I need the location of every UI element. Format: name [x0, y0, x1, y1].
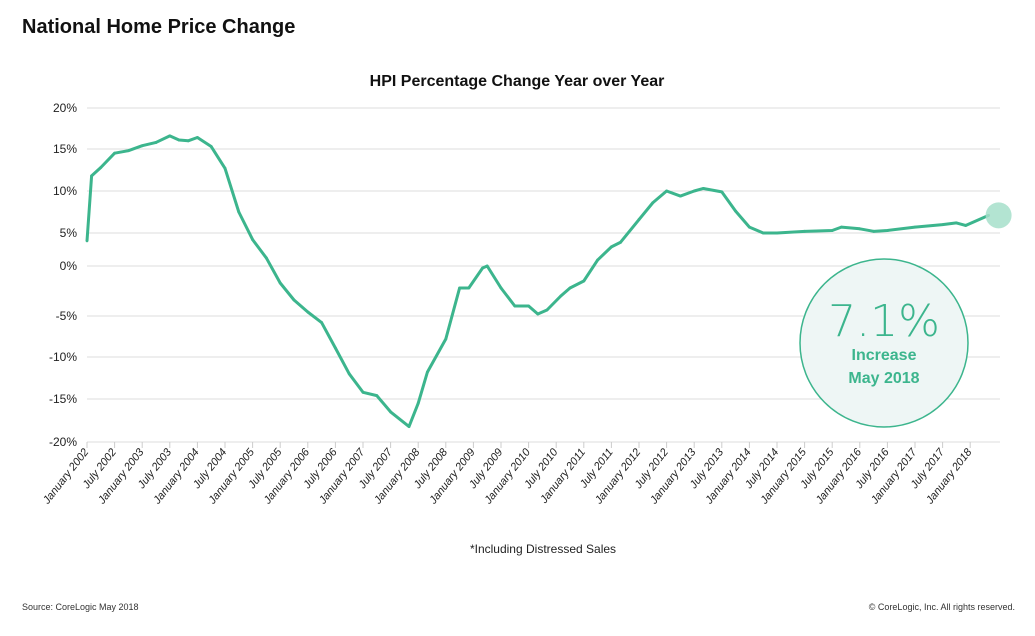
- data-point: [610, 245, 613, 249]
- callout-circle: [799, 258, 969, 428]
- data-point: [177, 138, 181, 142]
- data-point: [872, 229, 875, 233]
- data-point: [559, 294, 563, 298]
- data-point: [444, 337, 448, 341]
- latest-point-marker: [985, 202, 1012, 229]
- copyright-note: © CoreLogic, Inc. All rights reserved.: [868, 602, 1015, 612]
- data-point: [265, 256, 268, 260]
- data-point: [113, 151, 116, 155]
- data-point: [251, 238, 255, 242]
- data-point: [85, 239, 89, 243]
- data-point: [186, 139, 190, 143]
- y-tick-label: -20%: [49, 435, 77, 449]
- data-point: [513, 304, 517, 308]
- x-tick-label: January 2002: [40, 446, 91, 507]
- callout-line1: Increase: [852, 347, 917, 364]
- data-point: [209, 145, 213, 148]
- y-tick-label: 15%: [53, 142, 77, 156]
- data-point: [196, 136, 199, 139]
- data-point: [955, 221, 958, 225]
- data-point: [99, 166, 103, 169]
- data-point: [761, 231, 765, 235]
- y-tick-label: 10%: [53, 184, 77, 198]
- data-point: [306, 310, 310, 314]
- chart-note: *Including Distressed Sales: [470, 542, 616, 556]
- source-note: Source: CoreLogic May 2018: [22, 602, 139, 612]
- series: [85, 134, 1012, 429]
- data-point: [748, 225, 751, 229]
- data-point: [347, 372, 351, 376]
- data-point: [527, 304, 530, 308]
- y-axis: 20% 15% 10% 5% 0% -5% -10% -15% -20%: [49, 101, 77, 449]
- data-point: [485, 264, 489, 268]
- data-point: [596, 258, 599, 262]
- data-point: [467, 286, 471, 290]
- data-point: [886, 229, 889, 232]
- data-point: [637, 218, 641, 221]
- data-point: [407, 425, 411, 428]
- callout-badge: 7.1% Increase May 2018: [799, 258, 969, 428]
- data-point: [941, 223, 944, 227]
- y-tick-label: 20%: [53, 101, 77, 115]
- data-point: [964, 224, 967, 227]
- data-point: [651, 201, 655, 205]
- y-tick-label: -15%: [49, 392, 77, 406]
- data-point: [913, 225, 917, 229]
- data-point: [830, 229, 834, 232]
- data-point: [720, 190, 724, 194]
- data-point: [858, 227, 862, 231]
- data-point: [692, 189, 696, 193]
- data-point: [126, 149, 130, 153]
- data-point: [840, 225, 843, 229]
- data-point: [545, 308, 549, 312]
- data-point: [679, 194, 682, 198]
- data-point: [361, 390, 365, 394]
- data-point: [568, 286, 572, 290]
- data-point: [154, 141, 158, 144]
- data-point: [775, 231, 779, 235]
- data-point: [389, 410, 392, 414]
- data-point: [168, 134, 172, 138]
- data-point: [90, 174, 93, 178]
- data-point: [223, 166, 227, 170]
- data-point: [416, 401, 420, 405]
- data-point: [237, 210, 241, 214]
- hpi-series-line: [85, 134, 990, 429]
- data-point: [426, 370, 429, 374]
- callout-value: 7.1%: [828, 296, 940, 347]
- data-point: [140, 144, 144, 148]
- data-point: [458, 286, 461, 290]
- data-point: [734, 209, 737, 213]
- data-point: [481, 266, 484, 270]
- y-tick-label: -5%: [56, 309, 78, 323]
- data-point: [375, 394, 379, 398]
- data-point: [292, 298, 296, 302]
- data-point: [619, 240, 622, 244]
- data-point: [536, 312, 540, 316]
- y-tick-label: -10%: [49, 350, 77, 364]
- chart-title: HPI Percentage Change Year over Year: [370, 73, 665, 90]
- data-point: [665, 189, 668, 193]
- data-point: [499, 286, 503, 290]
- data-point: [334, 346, 337, 350]
- data-point: [702, 187, 705, 190]
- callout-line2: May 2018: [848, 370, 919, 387]
- data-point: [278, 281, 282, 285]
- y-tick-label: 5%: [60, 226, 78, 240]
- data-point: [582, 279, 586, 283]
- data-point: [320, 321, 323, 324]
- data-point: [803, 229, 806, 233]
- y-tick-label: 0%: [60, 259, 78, 273]
- page-title: National Home Price Change: [22, 16, 296, 38]
